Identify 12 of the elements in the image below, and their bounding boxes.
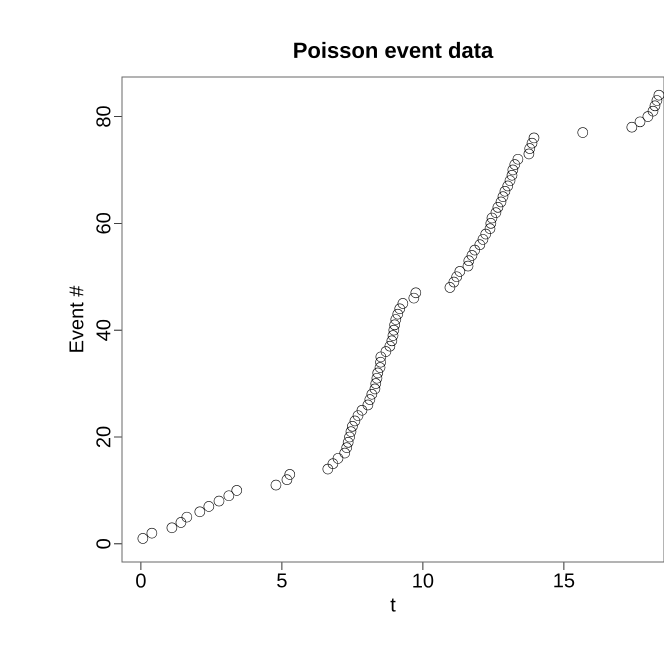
y-tick-label: 80 [96,106,110,127]
y-tick-label: 20 [96,426,110,448]
y-tick-label: 0 [96,539,110,549]
chart-title: Poisson event data [294,42,494,58]
x-tick-label: 15 [554,574,574,588]
x-tick-label: 0 [136,574,146,588]
y-axis-title: Event # [70,286,84,352]
y-tick-label: 60 [96,213,110,234]
y-tick-label: 40 [96,320,110,341]
x-axis-title: t [390,598,396,612]
x-tick-label: 10 [413,574,434,588]
x-tick-label: 5 [277,574,287,588]
